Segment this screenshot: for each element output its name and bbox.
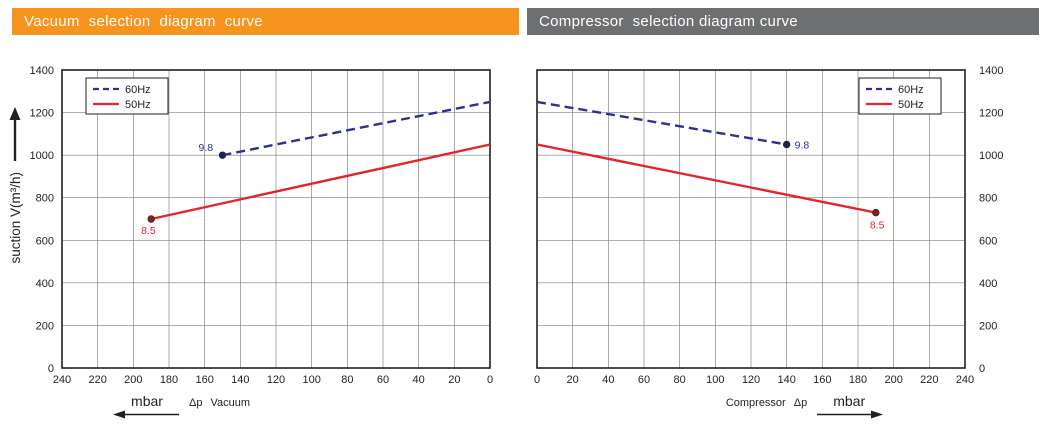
svg-text:240: 240 <box>53 374 71 386</box>
svg-text:9.8: 9.8 <box>199 142 214 154</box>
svg-text:60Hz: 60Hz <box>898 84 924 96</box>
svg-text:1200: 1200 <box>979 108 1003 120</box>
svg-text:600: 600 <box>36 235 54 247</box>
svg-text:1400: 1400 <box>30 65 54 77</box>
svg-text:160: 160 <box>195 374 213 386</box>
svg-text:60Hz: 60Hz <box>125 84 151 96</box>
svg-text:80: 80 <box>674 374 686 386</box>
compressor-x-unit: mbar <box>833 393 866 409</box>
svg-text:8.5: 8.5 <box>141 225 156 237</box>
svg-text:180: 180 <box>160 374 178 386</box>
svg-text:800: 800 <box>36 193 54 205</box>
compressor-chart-title: Compressor selection diagram curve <box>527 8 1039 35</box>
compressor-x-name: Compressor <box>725 397 786 409</box>
svg-text:140: 140 <box>777 374 795 386</box>
svg-text:200: 200 <box>36 320 54 332</box>
vacuum-chart-plot: 240 220 200 180 160 140 120 100 80 60 40 20 00200400… <box>30 65 494 386</box>
svg-text:1000: 1000 <box>979 150 1003 162</box>
svg-text:60: 60 <box>377 374 389 386</box>
svg-text:0: 0 <box>48 363 54 375</box>
svg-text:220: 220 <box>88 374 106 386</box>
svg-text:20: 20 <box>448 374 460 386</box>
compressor-chart-plot: 0 20 40 60 80 100 120 140 160 180 200 220 240 0 200 400… <box>534 65 1004 386</box>
right-arrow-icon <box>817 410 884 419</box>
left-arrow-icon <box>112 410 179 419</box>
svg-text:200: 200 <box>884 374 902 386</box>
svg-text:20: 20 <box>567 374 579 386</box>
svg-text:1200: 1200 <box>30 108 54 120</box>
vacuum-x-unit-block: mbar <box>112 393 181 419</box>
vacuum-chart-title: Vacuum selection diagram curve <box>12 8 519 35</box>
svg-text:200: 200 <box>979 320 997 332</box>
svg-text:240: 240 <box>956 374 974 386</box>
y-axis-title-block: suction V(m³/h) <box>3 106 27 264</box>
compressor-x-unit-block: mbar <box>815 393 884 419</box>
svg-text:400: 400 <box>36 278 54 290</box>
svg-text:50Hz: 50Hz <box>898 99 924 111</box>
svg-text:200: 200 <box>124 374 142 386</box>
compressor-chart: 0 20 40 60 80 100 120 140 160 180 200 220 240 0 200 400… <box>523 58 1046 435</box>
svg-text:0: 0 <box>534 374 540 386</box>
svg-text:100: 100 <box>706 374 724 386</box>
svg-text:60: 60 <box>638 374 650 386</box>
svg-text:80: 80 <box>341 374 353 386</box>
svg-text:600: 600 <box>979 235 997 247</box>
svg-text:160: 160 <box>813 374 831 386</box>
svg-text:9.8: 9.8 <box>795 140 810 152</box>
compressor-x-dp: Δp <box>793 397 808 409</box>
svg-text:40: 40 <box>413 374 425 386</box>
svg-text:120: 120 <box>267 374 285 386</box>
vacuum-x-dp: Δp <box>188 397 203 409</box>
vacuum-x-unit: mbar <box>131 393 163 409</box>
svg-text:120: 120 <box>742 374 760 386</box>
vacuum-x-axis-label: mbar Δp Vacuum <box>0 394 523 419</box>
svg-text:8.5: 8.5 <box>870 220 885 232</box>
up-arrow-icon <box>9 107 21 161</box>
svg-text:220: 220 <box>920 374 938 386</box>
svg-text:40: 40 <box>602 374 614 386</box>
svg-text:0: 0 <box>979 363 985 375</box>
svg-text:140: 140 <box>231 374 249 386</box>
svg-text:100: 100 <box>302 374 320 386</box>
compressor-x-axis-label: Compressor Δp mbar <box>523 394 1046 419</box>
vacuum-chart: 240 220 200 180 160 140 120 100 80 60 40 20 0 0 200 400… <box>0 58 523 435</box>
svg-text:180: 180 <box>849 374 867 386</box>
svg-text:800: 800 <box>979 193 997 205</box>
svg-text:400: 400 <box>979 278 997 290</box>
vacuum-x-name: Vacuum <box>210 397 250 409</box>
svg-text:50Hz: 50Hz <box>125 99 151 111</box>
svg-text:1000: 1000 <box>30 150 54 162</box>
y-axis-title: suction V(m³/h) <box>7 172 23 264</box>
svg-text:0: 0 <box>487 374 493 386</box>
svg-text:1400: 1400 <box>979 65 1003 77</box>
